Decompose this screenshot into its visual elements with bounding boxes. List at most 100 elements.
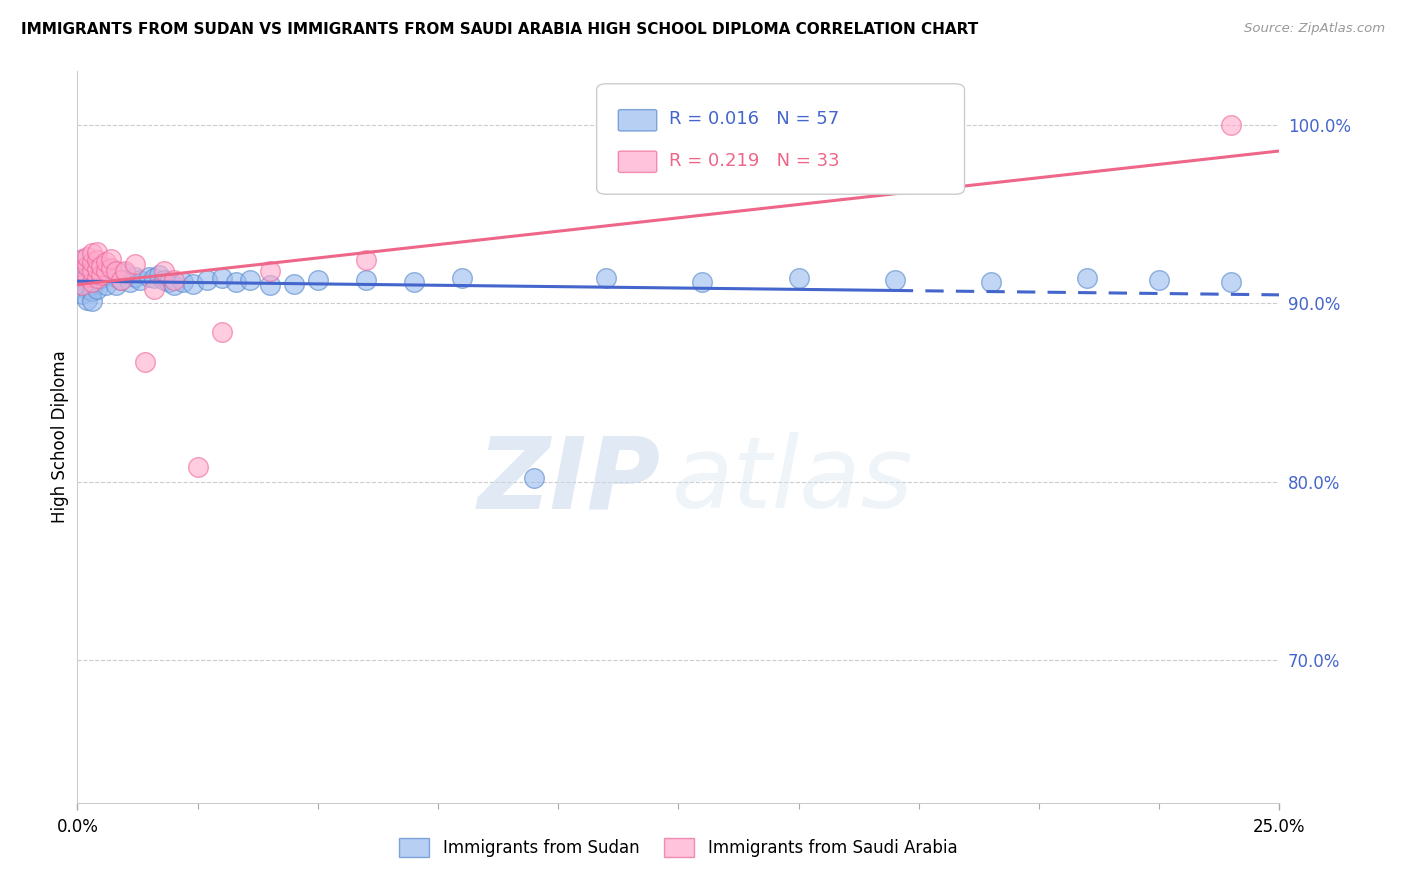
Text: Source: ZipAtlas.com: Source: ZipAtlas.com xyxy=(1244,22,1385,36)
Point xyxy=(96,268,118,282)
Point xyxy=(1220,118,1243,132)
Point xyxy=(114,266,136,280)
Point xyxy=(76,275,98,289)
Point xyxy=(96,278,118,293)
Point xyxy=(181,277,204,291)
Point xyxy=(787,271,810,285)
Point xyxy=(80,264,103,278)
Point xyxy=(80,255,103,269)
Point xyxy=(76,264,98,278)
Point xyxy=(195,273,218,287)
Point xyxy=(239,273,262,287)
Point xyxy=(86,264,108,278)
Point xyxy=(86,253,108,268)
FancyBboxPatch shape xyxy=(596,84,965,194)
Point xyxy=(90,259,112,273)
Point xyxy=(76,250,98,264)
Point xyxy=(104,269,127,284)
Point xyxy=(100,262,122,277)
Point xyxy=(187,460,209,475)
Point xyxy=(114,264,136,278)
Point xyxy=(110,273,132,287)
Point xyxy=(86,262,108,277)
Point xyxy=(100,260,122,275)
Point xyxy=(354,253,377,268)
Point xyxy=(104,278,127,293)
Point xyxy=(225,275,247,289)
Point xyxy=(172,275,194,289)
Point xyxy=(80,260,103,275)
Point xyxy=(80,284,103,298)
Point xyxy=(80,294,103,309)
Point xyxy=(153,264,176,278)
Point xyxy=(451,271,474,285)
Point xyxy=(80,275,103,289)
Point xyxy=(1149,273,1171,287)
Text: R = 0.016   N = 57: R = 0.016 N = 57 xyxy=(669,111,839,128)
Point xyxy=(128,273,150,287)
Legend: Immigrants from Sudan, Immigrants from Saudi Arabia: Immigrants from Sudan, Immigrants from S… xyxy=(392,831,965,864)
Point xyxy=(100,252,122,266)
Point xyxy=(595,271,617,285)
Point xyxy=(354,273,377,287)
Point xyxy=(76,259,98,273)
Point xyxy=(80,275,103,289)
Point xyxy=(162,278,184,293)
Point xyxy=(157,275,180,289)
Point xyxy=(96,264,118,278)
Point xyxy=(883,273,905,287)
Point xyxy=(70,264,93,278)
Point xyxy=(90,260,112,275)
Point xyxy=(86,273,108,287)
Point xyxy=(80,268,103,282)
Text: ZIP: ZIP xyxy=(478,433,661,530)
Point xyxy=(120,275,142,289)
Point xyxy=(76,293,98,307)
Y-axis label: High School Diploma: High School Diploma xyxy=(51,351,69,524)
Point xyxy=(980,275,1002,289)
Point xyxy=(283,277,305,291)
Point xyxy=(70,262,93,277)
FancyBboxPatch shape xyxy=(619,151,657,172)
Text: R = 0.219   N = 33: R = 0.219 N = 33 xyxy=(669,152,839,169)
Point xyxy=(70,269,93,284)
Point xyxy=(259,264,281,278)
Point xyxy=(143,282,166,296)
Point xyxy=(143,271,166,285)
Point xyxy=(76,282,98,296)
Point xyxy=(90,268,112,282)
Point xyxy=(90,271,112,285)
FancyBboxPatch shape xyxy=(619,110,657,131)
Point xyxy=(153,273,176,287)
Point xyxy=(70,278,93,293)
Point xyxy=(1220,275,1243,289)
Point xyxy=(70,287,93,301)
Point xyxy=(124,269,146,284)
Point xyxy=(1076,271,1098,285)
Point xyxy=(86,271,108,285)
Point xyxy=(80,246,103,260)
Point xyxy=(96,255,118,269)
Point xyxy=(211,271,233,285)
Point xyxy=(134,355,156,369)
Text: IMMIGRANTS FROM SUDAN VS IMMIGRANTS FROM SAUDI ARABIA HIGH SCHOOL DIPLOMA CORREL: IMMIGRANTS FROM SUDAN VS IMMIGRANTS FROM… xyxy=(21,22,979,37)
Point xyxy=(148,268,170,282)
Point xyxy=(124,257,146,271)
Point xyxy=(70,253,93,268)
Point xyxy=(110,273,132,287)
Point xyxy=(402,275,425,289)
Point xyxy=(70,252,93,266)
Point xyxy=(70,278,93,293)
Point xyxy=(86,282,108,296)
Point xyxy=(259,278,281,293)
Point xyxy=(307,273,329,287)
Point xyxy=(523,471,546,485)
Point xyxy=(138,269,160,284)
Point xyxy=(162,273,184,287)
Point xyxy=(76,269,98,284)
Point xyxy=(86,244,108,259)
Point xyxy=(211,325,233,339)
Point xyxy=(692,275,714,289)
Text: atlas: atlas xyxy=(672,433,914,530)
Point xyxy=(76,259,98,273)
